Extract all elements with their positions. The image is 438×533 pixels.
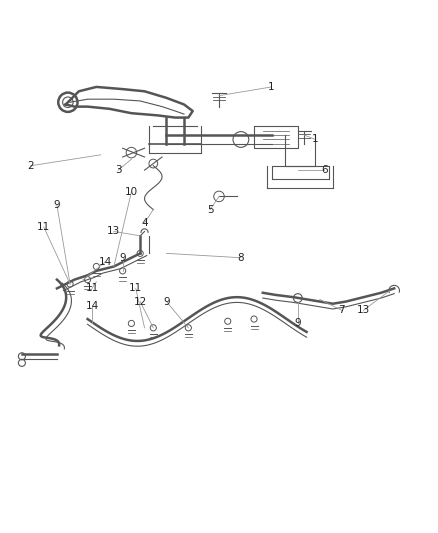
Text: 9: 9 <box>53 200 60 210</box>
Text: 7: 7 <box>338 305 345 316</box>
Text: 5: 5 <box>207 205 214 215</box>
Text: 8: 8 <box>237 253 244 263</box>
Text: 10: 10 <box>125 187 138 197</box>
Text: 11: 11 <box>129 284 142 293</box>
Text: 9: 9 <box>294 318 301 328</box>
Text: 11: 11 <box>37 222 50 232</box>
Text: 12: 12 <box>134 296 147 306</box>
Text: 6: 6 <box>321 165 328 175</box>
Text: 3: 3 <box>115 165 122 175</box>
Text: 13: 13 <box>107 227 120 237</box>
Text: 4: 4 <box>141 217 148 228</box>
Text: 1: 1 <box>312 134 319 144</box>
Text: 14: 14 <box>85 301 99 311</box>
Text: 13: 13 <box>357 305 370 316</box>
Text: 14: 14 <box>99 257 112 267</box>
Text: 1: 1 <box>268 82 275 92</box>
Text: 2: 2 <box>27 161 34 171</box>
Text: 9: 9 <box>163 296 170 306</box>
Text: 9: 9 <box>119 253 126 263</box>
Text: 11: 11 <box>85 284 99 293</box>
